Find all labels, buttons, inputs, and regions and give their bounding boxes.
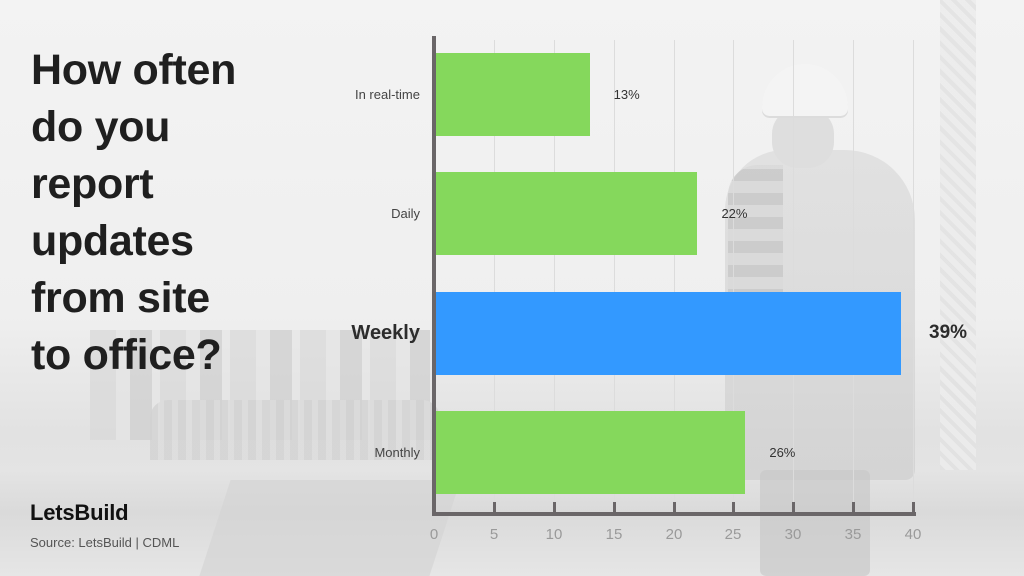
x-axis-line <box>432 512 916 516</box>
bar-weekly <box>436 292 902 375</box>
x-tick-label: 5 <box>489 526 499 543</box>
x-tick <box>493 502 496 514</box>
title-line: updates <box>31 217 194 265</box>
title-line: to office? <box>31 331 222 379</box>
x-tick-label: 20 <box>665 526 683 543</box>
title-line: do you <box>31 103 171 151</box>
category-label: Daily <box>391 205 420 221</box>
x-tick <box>792 502 795 514</box>
gridline <box>614 40 615 514</box>
gridline <box>733 40 734 514</box>
category-label: Monthly <box>374 444 420 460</box>
x-tick <box>673 502 676 514</box>
bar-daily <box>436 172 698 255</box>
page-title: How often do you report updates from sit… <box>31 42 311 384</box>
x-tick <box>553 502 556 514</box>
x-tick <box>732 502 735 514</box>
worker-legs <box>760 470 870 576</box>
gridline <box>913 40 914 514</box>
title-line: report <box>31 160 154 208</box>
brand-logo: LetsBuild <box>30 500 129 525</box>
x-tick <box>912 502 915 514</box>
title-line: from site <box>31 274 210 322</box>
x-tick-label: 10 <box>545 526 563 543</box>
x-tick-label: 25 <box>724 526 742 543</box>
x-tick-label: 30 <box>784 526 802 543</box>
x-tick-label: 0 <box>429 526 439 543</box>
material-stacks <box>150 400 440 460</box>
category-label: Weekly <box>351 321 420 344</box>
value-label: 26% <box>769 444 796 460</box>
x-tick <box>852 502 855 514</box>
category-label: In real-time <box>354 86 420 102</box>
gridline <box>494 40 495 514</box>
x-tick-label: 40 <box>904 526 922 543</box>
x-tick-label: 15 <box>605 526 623 543</box>
title-line: How often <box>31 46 237 94</box>
value-label: 39% <box>929 321 968 343</box>
gridline <box>674 40 675 514</box>
bar-monthly <box>436 411 746 494</box>
y-axis-line <box>432 36 436 516</box>
worker-head <box>772 108 834 168</box>
crane-silhouette <box>940 0 976 470</box>
gridline <box>793 40 794 514</box>
x-tick <box>613 502 616 514</box>
source-note: Source: LetsBuild | CDML <box>30 535 180 550</box>
gridline <box>853 40 854 514</box>
value-label: 22% <box>721 205 748 221</box>
value-label: 13% <box>613 86 640 102</box>
bar-in-real-time <box>436 53 590 136</box>
x-tick-label: 35 <box>844 526 862 543</box>
gridline <box>554 40 555 514</box>
